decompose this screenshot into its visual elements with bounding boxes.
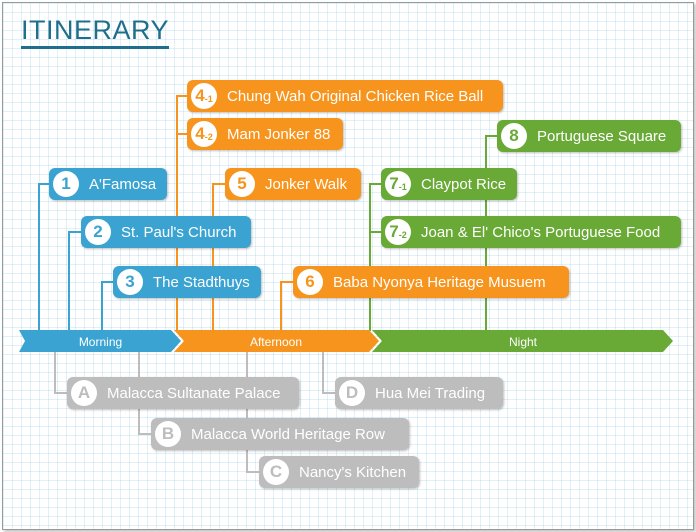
stop-number-badge: 7 -2 — [385, 219, 411, 245]
stop-label: Nancy's Kitchen — [299, 463, 407, 481]
stop-number-badge: 5 — [229, 171, 255, 197]
stop-number-badge: 4 -2 — [191, 121, 217, 147]
stop-number-badge: 2 — [85, 219, 111, 245]
stop-5: 5 Jonker Walk — [225, 168, 361, 200]
stop-4-2: 4 -2 Mam Jonker 88 — [187, 118, 343, 150]
stop-label: Mam Jonker 88 — [227, 125, 331, 143]
timeline-night-segment — [372, 330, 673, 352]
connector-5 — [212, 183, 227, 331]
connector-c — [246, 351, 261, 473]
timeline-label-afternoon: Afternoon — [249, 335, 303, 349]
timeline-label-night: Night — [508, 335, 537, 349]
connector-7 — [369, 183, 383, 331]
stop-number-badge: 3 — [117, 269, 143, 295]
stop-letter-badge: B — [155, 421, 181, 447]
stop-number-badge: 4 -1 — [191, 83, 217, 109]
timeline-morning-segment — [19, 330, 181, 352]
stop-4-1: 4 -1 Chung Wah Original Chicken Rice Ball — [187, 80, 503, 112]
stop-label: The Stadthuys — [153, 273, 250, 291]
stop-letter-badge: C — [263, 459, 289, 485]
connector-6 — [280, 281, 295, 331]
stop-7-2: 7 -2 Joan & El' Chico's Portuguese Food — [381, 216, 681, 248]
stop-letter-badge: D — [339, 380, 365, 406]
stop-label: A'Famosa — [89, 175, 157, 193]
stop-number-badge: 1 — [53, 171, 79, 197]
connector-1 — [38, 183, 51, 331]
connector-a — [54, 351, 69, 394]
stop-3: 3 The Stadthuys — [113, 266, 261, 298]
stop-8: 8 Portuguese Square — [497, 120, 681, 152]
stop-6: 6 Baba Nyonya Heritage Musuem — [293, 266, 569, 298]
timeline-afternoon-segment — [174, 330, 379, 352]
stop-label: Malacca World Heritage Row — [191, 425, 385, 443]
stop-label: Portuguese Square — [537, 127, 667, 145]
connector-2 — [68, 231, 83, 331]
stop-label: St. Paul's Church — [121, 223, 237, 241]
stop-label: Hua Mei Trading — [375, 384, 486, 402]
optional-stop-b: B Malacca World Heritage Row — [151, 418, 409, 450]
optional-stop-d: D Hua Mei Trading — [335, 377, 503, 409]
connector-3 — [101, 281, 115, 331]
stop-label: Joan & El' Chico's Portuguese Food — [421, 223, 661, 241]
stop-label: Chung Wah Original Chicken Rice Ball — [227, 87, 484, 105]
optional-stop-c: C Nancy's Kitchen — [259, 456, 419, 488]
optional-stop-a: A Malacca Sultanate Palace — [67, 377, 299, 409]
stop-label: Jonker Walk — [265, 175, 347, 193]
timeline-label-morning: Morning — [78, 335, 123, 349]
stop-1: 1 A'Famosa — [49, 168, 167, 200]
stop-2: 2 St. Paul's Church — [81, 216, 251, 248]
stop-number-badge: 8 — [501, 123, 527, 149]
connector-d — [322, 351, 337, 394]
stop-number-badge: 7 -1 — [385, 171, 411, 197]
page-title: ITINERARY — [21, 15, 170, 49]
stop-label: Claypot Rice — [421, 175, 507, 193]
stop-label: Malacca Sultanate Palace — [107, 384, 281, 402]
stop-7-1: 7 -1 Claypot Rice — [381, 168, 517, 200]
stop-label: Baba Nyonya Heritage Musuem — [333, 273, 546, 291]
stop-number-badge: 6 — [297, 269, 323, 295]
stop-letter-badge: A — [71, 380, 97, 406]
